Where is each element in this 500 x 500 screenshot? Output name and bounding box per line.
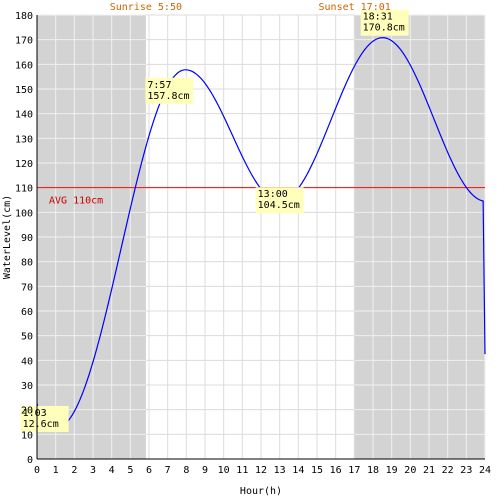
annotation-box bbox=[145, 77, 194, 104]
annotation-time: 18:31 bbox=[363, 12, 393, 23]
y-tick-label: 150 bbox=[15, 85, 33, 96]
y-tick-label: 180 bbox=[15, 11, 33, 22]
x-tick-label: 6 bbox=[146, 465, 152, 476]
y-tick-label: 0 bbox=[27, 455, 33, 466]
x-tick-label: 23 bbox=[460, 465, 472, 476]
x-tick-label: 19 bbox=[386, 465, 398, 476]
y-tick-label: 50 bbox=[21, 332, 33, 343]
sunrise-label: Sunrise 5:50 bbox=[110, 2, 182, 13]
x-tick-label: 14 bbox=[292, 465, 304, 476]
annotation-level: 170.8cm bbox=[363, 23, 405, 34]
y-tick-label: 30 bbox=[21, 381, 33, 392]
y-tick-label: 160 bbox=[15, 60, 33, 71]
average-label: AVG 110cm bbox=[49, 196, 103, 207]
x-tick-label: 11 bbox=[236, 465, 248, 476]
sunset-label: Sunset 17:01 bbox=[319, 2, 391, 13]
x-axis-title: Hour(h) bbox=[240, 486, 282, 497]
x-tick-label: 12 bbox=[255, 465, 267, 476]
x-tick-label: 9 bbox=[202, 465, 208, 476]
annotation-box bbox=[255, 187, 304, 214]
x-tick-label: 8 bbox=[183, 465, 189, 476]
x-tick-label: 4 bbox=[109, 465, 115, 476]
x-tick-label: 24 bbox=[479, 465, 491, 476]
annotation-level: 12.6cm bbox=[23, 419, 59, 430]
y-tick-label: 140 bbox=[15, 110, 33, 121]
x-tick-label: 15 bbox=[311, 465, 323, 476]
annotation-time: 1:03 bbox=[23, 408, 47, 419]
y-tick-label: 110 bbox=[15, 184, 33, 195]
y-tick-label: 120 bbox=[15, 159, 33, 170]
annotation-box bbox=[20, 405, 69, 432]
y-tick-label: 80 bbox=[21, 258, 33, 269]
y-tick-label: 90 bbox=[21, 233, 33, 244]
y-tick-label: 60 bbox=[21, 307, 33, 318]
x-tick-label: 3 bbox=[90, 465, 96, 476]
x-tick-label: 16 bbox=[330, 465, 342, 476]
x-tick-label: 22 bbox=[442, 465, 454, 476]
y-tick-label: 40 bbox=[21, 356, 33, 367]
annotation-level: 157.8cm bbox=[147, 91, 189, 102]
x-tick-label: 7 bbox=[165, 465, 171, 476]
y-tick-label: 10 bbox=[21, 430, 33, 441]
x-tick-label: 13 bbox=[274, 465, 286, 476]
x-tick-label: 2 bbox=[71, 465, 77, 476]
x-tick-label: 0 bbox=[34, 465, 40, 476]
x-tick-label: 17 bbox=[348, 465, 360, 476]
x-tick-label: 10 bbox=[218, 465, 230, 476]
x-tick-label: 18 bbox=[367, 465, 379, 476]
x-tick-label: 1 bbox=[53, 465, 59, 476]
y-tick-label: 100 bbox=[15, 208, 33, 219]
y-tick-label: 20 bbox=[21, 406, 33, 417]
annotation-box bbox=[360, 9, 409, 36]
tick-labels: 0 1 2 3 4 5 6 7 8 9 10 11 12 13 14 15 16 17 18 19 20 21 22 23 24… bbox=[15, 11, 491, 476]
axes bbox=[36, 15, 485, 460]
y-axis-title: WaterLevel(cm) bbox=[2, 195, 13, 279]
annotation-level: 104.5cm bbox=[258, 200, 300, 211]
x-tick-label: 21 bbox=[423, 465, 435, 476]
x-tick-label: 5 bbox=[127, 465, 133, 476]
x-tick-label: 20 bbox=[404, 465, 416, 476]
y-tick-label: 170 bbox=[15, 36, 33, 47]
annotation-time: 13:00 bbox=[258, 189, 288, 200]
y-tick-label: 70 bbox=[21, 282, 33, 293]
y-tick-label: 130 bbox=[15, 134, 33, 145]
annotation-time: 7:57 bbox=[147, 80, 171, 91]
